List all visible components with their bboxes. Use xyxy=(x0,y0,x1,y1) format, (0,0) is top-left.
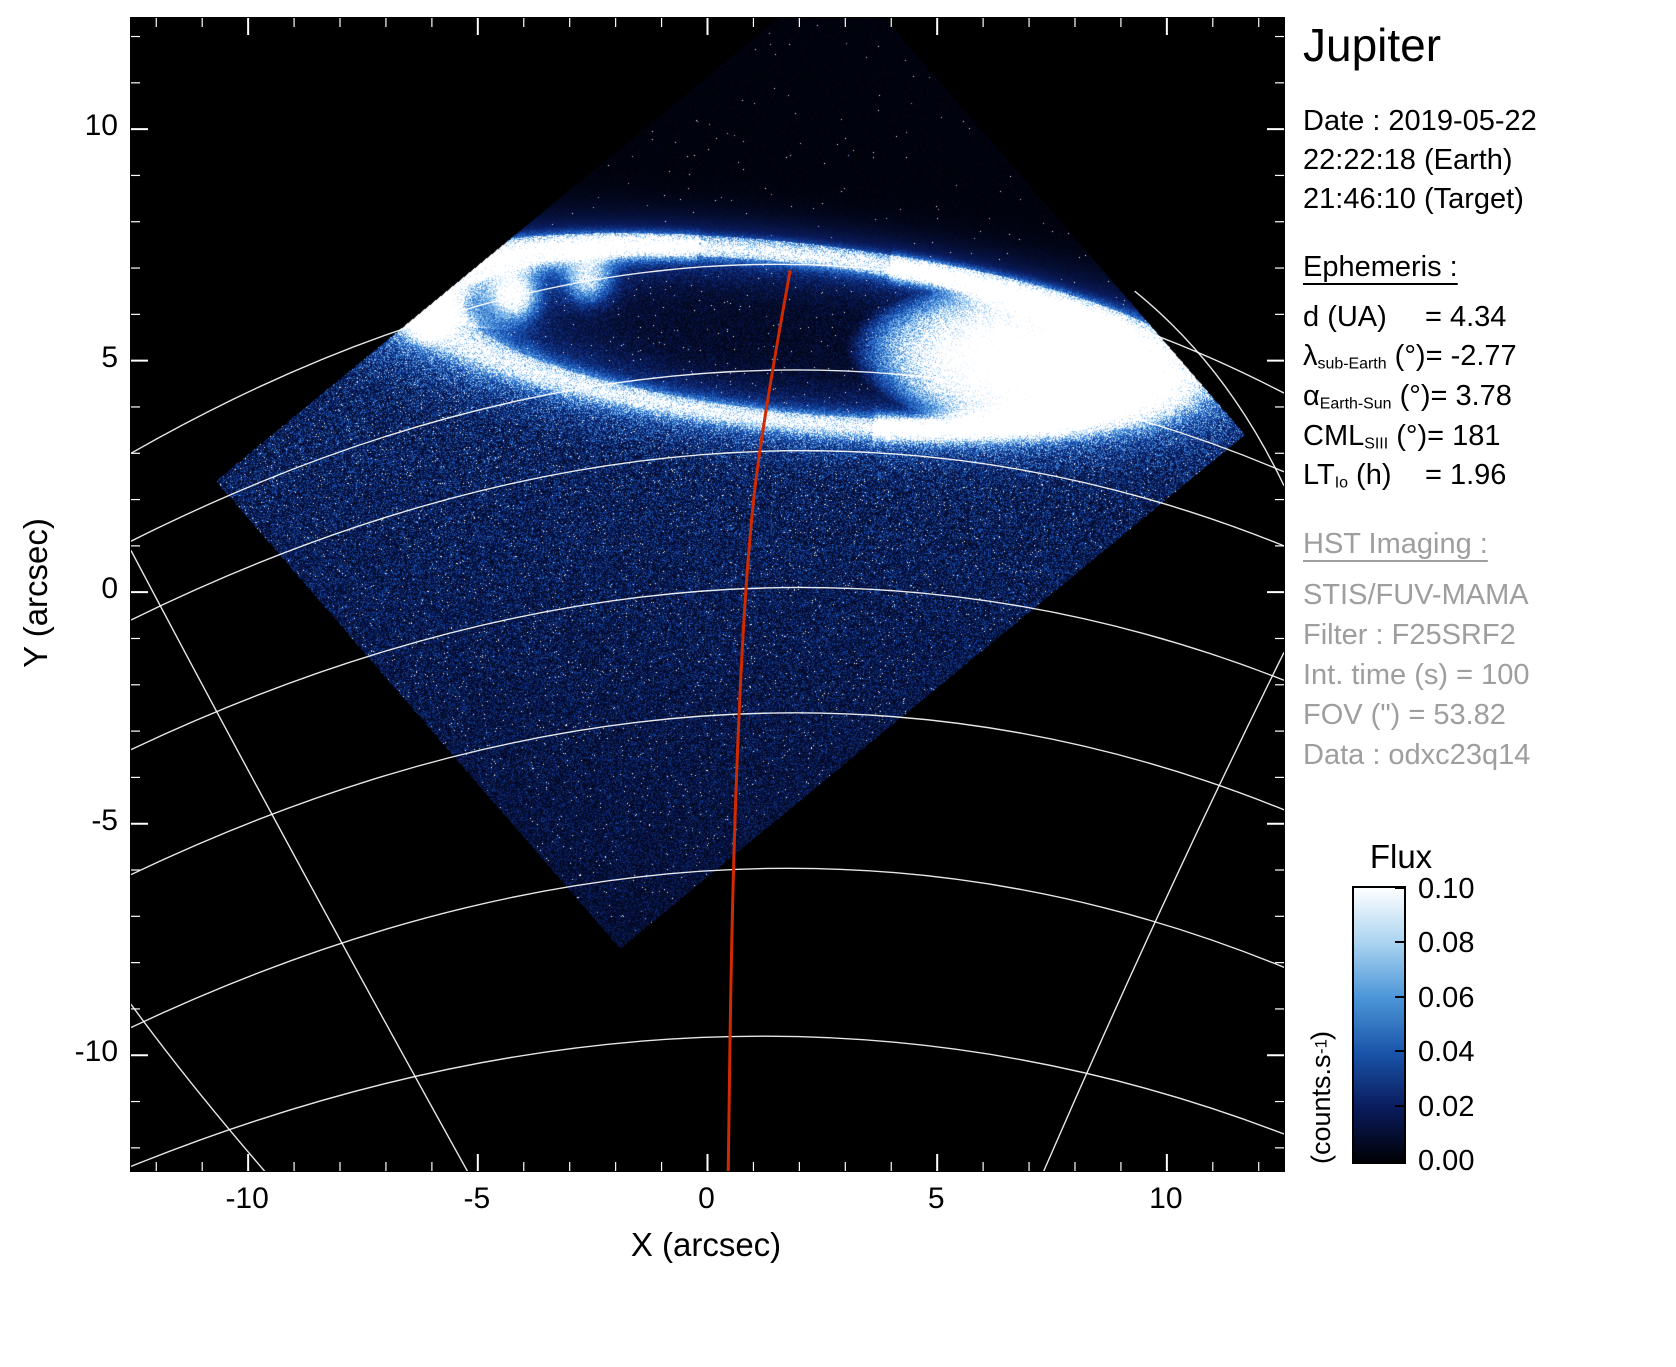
x-tick-label: 5 xyxy=(927,1182,945,1215)
earth-time-line: 22:22:18 (Earth) xyxy=(1303,143,1513,176)
date-block: Date : 2019-05-22 22:22:18 (Earth) 21:46… xyxy=(1303,102,1675,219)
colorbar-gradient xyxy=(1352,886,1406,1164)
graticule-overlay xyxy=(131,18,1284,1171)
ephemeris-unit: (°) xyxy=(1391,380,1431,413)
colorbar-tick-label: 0.06 xyxy=(1418,981,1475,1014)
colorbar-tick-mark xyxy=(1395,941,1405,944)
target-time-line: 21:46:10 (Target) xyxy=(1303,182,1524,215)
ephemeris-block: d (UA) = 4.34 λsub-Earth (°) = -2.77 αEa… xyxy=(1303,298,1675,497)
hst-int-time: Int. time (s) = 100 xyxy=(1303,659,1530,692)
ephemeris-unit: (°) xyxy=(1386,340,1426,373)
colorbar-tick-mark xyxy=(1395,995,1405,998)
ephemeris-symbol: d xyxy=(1303,300,1320,333)
target-title: Jupiter xyxy=(1303,19,1442,71)
ephemeris-value: = 3.78 xyxy=(1430,380,1512,413)
hst-imaging-header: HST Imaging : xyxy=(1303,528,1488,561)
colorbar-tick-mark xyxy=(1395,1159,1405,1161)
colorbar: Flux (counts.s -1) 0.10 0.08 0.06 0.04 0.02 0.… xyxy=(1306,838,1674,1218)
ephemeris-unit: (h) xyxy=(1348,459,1392,492)
colorbar-tick-label: 0.00 xyxy=(1418,1145,1475,1177)
ephemeris-line-distance: d (UA) = 4.34 xyxy=(1303,298,1675,338)
ephemeris-label: λsub-Earth (°) xyxy=(1303,337,1426,377)
ephemeris-label: CMLSIII (°) xyxy=(1303,417,1427,457)
colorbar-unit-pre: (counts.s xyxy=(1306,1054,1336,1164)
ephemeris-label: d (UA) xyxy=(1303,298,1425,338)
hst-filter: Filter : F25SRF2 xyxy=(1303,619,1516,652)
colorbar-unit-label: (counts.s -1) xyxy=(1306,886,1337,1164)
ephemeris-value: = 1.96 xyxy=(1425,459,1507,492)
colorbar-unit-exponent: -1 xyxy=(1311,1039,1331,1055)
ephemeris-line-subearth-lat: λsub-Earth (°) = -2.77 xyxy=(1303,337,1675,377)
y-tick-label: -5 xyxy=(91,803,118,837)
date-line: Date : 2019-05-22 xyxy=(1303,105,1537,137)
ephemeris-subscript: SIII xyxy=(1364,435,1389,453)
ephemeris-subscript: Earth-Sun xyxy=(1319,395,1392,413)
ephemeris-unit: (°) xyxy=(1388,419,1428,452)
ephemeris-value: = 4.34 xyxy=(1425,300,1507,333)
ephemeris-unit: (UA) xyxy=(1319,300,1387,333)
ephemeris-symbol: CML xyxy=(1303,419,1365,452)
colorbar-tick-mark xyxy=(1395,1104,1405,1107)
x-axis-label: X (arcsec) xyxy=(630,1226,782,1263)
hst-fov: FOV (") = 53.82 xyxy=(1303,699,1506,732)
colorbar-tick-label: 0.04 xyxy=(1418,1036,1475,1069)
colorbar-tick-mark xyxy=(1395,887,1405,889)
ephemeris-subscript: sub-Earth xyxy=(1317,355,1387,373)
ephemeris-value: = 181 xyxy=(1427,419,1501,452)
colorbar-tick-mark xyxy=(1395,1050,1405,1053)
ephemeris-label: αEarth-Sun (°) xyxy=(1303,377,1431,417)
ephemeris-line-cml: CMLSIII (°) = 181 xyxy=(1303,417,1675,457)
x-tick-label: 10 xyxy=(1149,1182,1183,1215)
ephemeris-subscript: Io xyxy=(1334,474,1348,492)
ephemeris-line-phase-angle: αEarth-Sun (°) = 3.78 xyxy=(1303,377,1675,417)
y-tick-label: 5 xyxy=(101,340,118,374)
jupiter-fuv-image xyxy=(131,18,1284,1171)
hst-instrument: STIS/FUV-MAMA xyxy=(1303,579,1529,612)
hst-data-id: Data : odxc23q14 xyxy=(1303,739,1531,772)
y-tick-label: 0 xyxy=(101,572,118,606)
ephemeris-label: LTIo (h) xyxy=(1303,456,1425,496)
colorbar-title: Flux xyxy=(1369,838,1433,875)
ephemeris-line-io-localtime: LTIo (h) = 1.96 xyxy=(1303,456,1675,496)
ephemeris-symbol: λ xyxy=(1303,340,1318,373)
colorbar-tick-label: 0.02 xyxy=(1418,1090,1475,1123)
x-tick-label: -10 xyxy=(225,1182,269,1215)
hst-imaging-block: STIS/FUV-MAMA Filter : F25SRF2 Int. time… xyxy=(1303,575,1675,775)
colorbar-tick-label: 0.08 xyxy=(1418,927,1475,960)
ephemeris-value: = -2.77 xyxy=(1425,340,1517,373)
y-tick-label: 10 xyxy=(84,109,118,143)
y-tick-label: -10 xyxy=(74,1035,118,1069)
plot-area xyxy=(130,17,1285,1172)
ephemeris-symbol: α xyxy=(1303,380,1320,413)
x-tick-label: -5 xyxy=(463,1182,491,1215)
ephemeris-header: Ephemeris : xyxy=(1303,250,1458,283)
colorbar-unit-post: ) xyxy=(1306,1030,1336,1040)
x-tick-label: 0 xyxy=(698,1182,715,1215)
info-panel: Jupiter Date : 2019-05-22 22:22:18 (Eart… xyxy=(1303,18,1675,775)
ephemeris-symbol: LT xyxy=(1303,459,1335,492)
colorbar-tick-label: 0.10 xyxy=(1418,873,1475,905)
